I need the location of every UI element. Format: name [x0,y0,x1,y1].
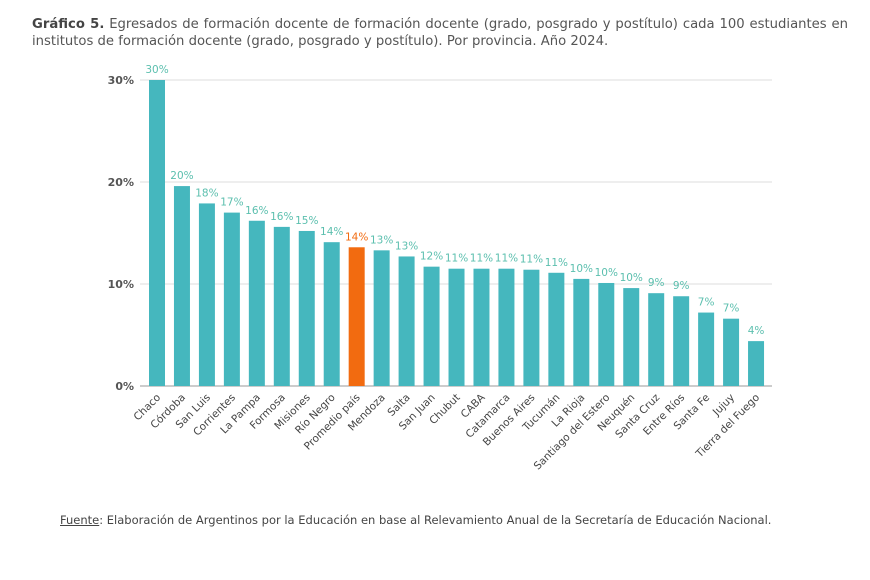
source-text: : Elaboración de Argentinos por la Educa… [99,513,772,527]
bar-tucumán [548,272,565,386]
data-label: 11% [495,253,518,265]
y-tick-label: 10% [108,278,134,291]
data-label: 10% [570,263,593,275]
bar-neuquén [623,288,640,386]
data-label: 16% [245,205,268,217]
y-tick-label: 20% [108,176,134,189]
data-label: 12% [420,251,443,263]
bar-catamarca [498,268,515,386]
data-label: 10% [620,272,643,284]
bar-santa-cruz [648,293,665,386]
bar-jujuy [723,318,740,386]
chart-title: Gráfico 5. Egresados de formación docent… [32,16,848,50]
bar-chubut [448,268,465,386]
data-label: 15% [295,215,318,227]
data-label: 17% [220,197,243,209]
data-label: 11% [545,257,568,269]
bar-santa-fe [698,312,715,386]
data-label: 11% [520,254,543,266]
bar-corrientes [223,212,240,386]
bar-mendoza [373,250,390,386]
bar-río-negro [323,242,340,386]
bar-córdoba [173,186,190,386]
data-label: 7% [698,297,715,309]
data-label: 30% [145,64,168,76]
bar-san-luis [198,203,215,386]
y-tick-label: 0% [115,380,134,393]
bar-promedio-país [348,247,365,386]
data-label: 18% [195,187,218,199]
data-label: 10% [595,267,618,279]
bar-caba [473,268,490,386]
bar-la-rioja [573,278,590,386]
bar-santiago-del-estero [598,282,615,386]
data-label: 11% [470,253,493,265]
title-prefix: Gráfico 5. [32,17,105,32]
source-note: Fuente: Elaboración de Argentinos por la… [60,513,771,527]
data-label: 9% [673,280,690,292]
source-label: Fuente [60,513,100,527]
data-label: 11% [445,253,468,265]
data-label: 9% [648,277,665,289]
bar-chaco [149,80,165,386]
data-label: 20% [170,170,193,182]
bar-la-pampa [248,220,265,386]
data-label: 14% [320,226,343,238]
bar-formosa [273,226,290,386]
bar-buenos-aires [523,269,540,386]
data-label: 4% [748,325,765,337]
bar-misiones [298,230,315,386]
data-label: 7% [723,303,740,315]
bar-tierra-del-fuego [748,341,765,386]
data-label: 14% [345,231,368,243]
bar-entre-ríos [673,296,690,386]
title-text: Egresados de formación docente de formac… [32,17,848,49]
bar-san-juan [423,266,440,386]
data-label: 13% [395,240,418,252]
data-label: 16% [270,211,293,223]
data-label: 13% [370,234,393,246]
bar-salta [398,256,415,386]
y-tick-label: 30% [108,74,134,87]
